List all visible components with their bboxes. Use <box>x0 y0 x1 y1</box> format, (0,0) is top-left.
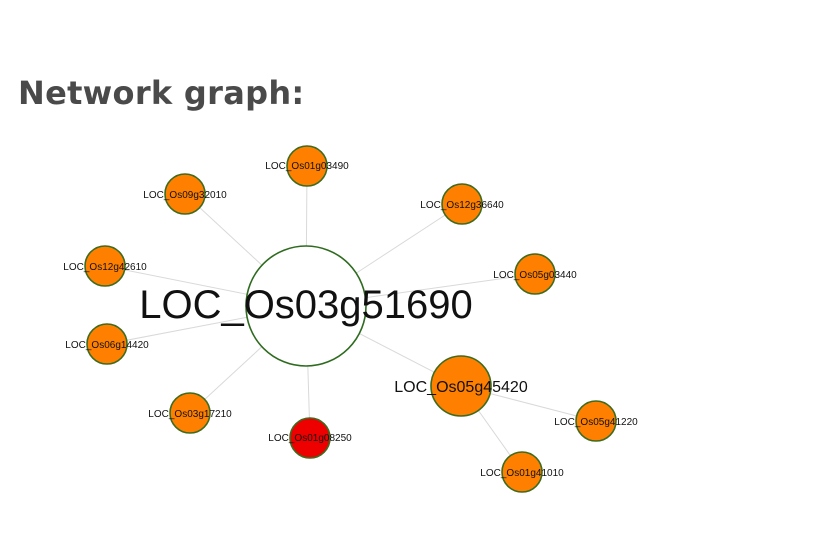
center-node-label: LOC_Os03g51690 <box>139 283 473 327</box>
node-label-n6: LOC_Os06g14420 <box>65 340 149 351</box>
node-n1[interactable] <box>286 145 328 187</box>
node-n2[interactable] <box>164 173 206 215</box>
node-label-n10: LOC_Os05g41220 <box>554 417 638 428</box>
nodes-layer <box>84 145 617 493</box>
node-n9[interactable] <box>289 417 331 459</box>
node-label-n8: LOC_Os03g17210 <box>148 409 232 420</box>
node-label-n2: LOC_Os09g32010 <box>143 190 227 201</box>
node-label-n4: LOC_Os12g42610 <box>63 262 147 273</box>
node-label-n7: LOC_Os05g45420 <box>394 379 528 396</box>
node-n4[interactable] <box>84 245 126 287</box>
node-n7[interactable] <box>430 355 492 417</box>
node-n11[interactable] <box>501 451 543 493</box>
node-label-n1: LOC_Os01g03490 <box>265 161 349 172</box>
labels-layer: LOC_Os03g51690 LOC_Os01g03490 LOC_Os09g320… <box>63 161 638 479</box>
node-label-n5: LOC_Os05g03440 <box>493 270 577 281</box>
node-label-n11: LOC_Os01g41010 <box>480 468 564 479</box>
center-node[interactable] <box>245 245 367 367</box>
node-n8[interactable] <box>169 392 211 434</box>
node-n3[interactable] <box>441 183 483 225</box>
node-label-n9: LOC_Os01g08250 <box>268 433 352 444</box>
node-label-n3: LOC_Os12g36640 <box>420 200 504 211</box>
node-n5[interactable] <box>514 253 556 295</box>
node-n6[interactable] <box>86 323 128 365</box>
page-title: Network graph: <box>18 74 305 112</box>
node-n10[interactable] <box>575 400 617 442</box>
